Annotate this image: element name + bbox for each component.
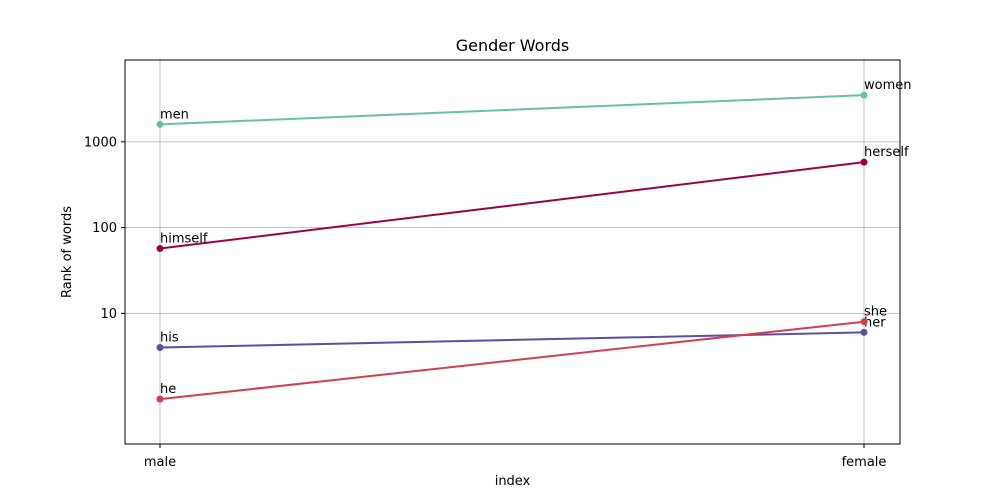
y-tick-label: 10	[100, 307, 117, 322]
data-point	[860, 328, 868, 336]
chart-title: Gender Words	[456, 36, 570, 55]
series: himself herself	[156, 145, 909, 253]
plot-frame	[124, 59, 901, 445]
point-label: she	[864, 305, 887, 320]
y-tick-label: 100	[92, 221, 117, 236]
y-axis-label: Rank of words	[60, 206, 75, 298]
axes: male female 10 100 1000	[84, 135, 887, 470]
data-point	[860, 158, 868, 166]
data-point	[156, 120, 164, 128]
point-label: he	[160, 382, 176, 397]
point-label: herself	[864, 145, 909, 160]
point-label: men	[160, 107, 189, 122]
y-tick-label: 1000	[84, 135, 117, 150]
x-tick-label: female	[842, 455, 887, 470]
series-line	[159, 161, 865, 250]
x-tick-label: male	[144, 455, 176, 470]
point-label: his	[160, 331, 179, 346]
data-point	[156, 344, 164, 352]
point-label: her	[864, 315, 886, 330]
data-point	[860, 91, 868, 99]
point-label: himself	[160, 232, 208, 247]
data-point	[860, 318, 868, 326]
data-point	[156, 245, 164, 253]
series: he she	[156, 305, 887, 403]
point-label: women	[864, 78, 912, 93]
series-line	[159, 320, 865, 401]
data-point	[156, 395, 164, 403]
series-line	[159, 94, 865, 126]
grid	[125, 60, 900, 444]
x-axis-label: index	[495, 474, 531, 489]
